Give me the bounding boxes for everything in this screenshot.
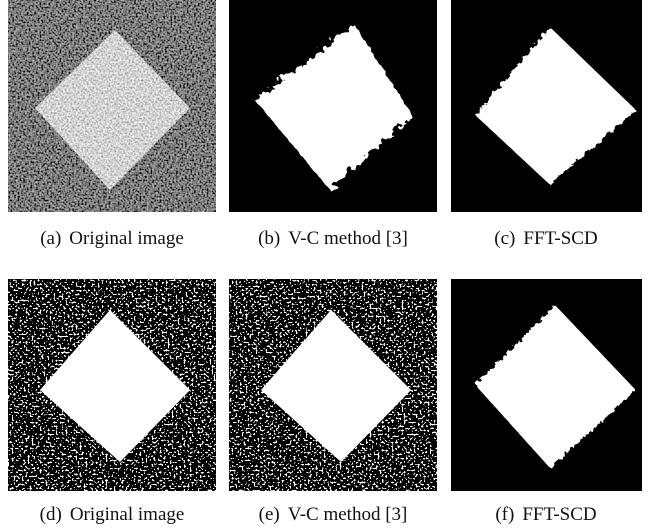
caption-text: Original image xyxy=(69,228,184,249)
caption-label: (c) xyxy=(494,228,515,249)
caption: (f) FFT-SCD xyxy=(436,504,652,526)
image-c xyxy=(451,0,642,212)
image-f xyxy=(451,279,642,491)
caption-label: (f) xyxy=(495,504,514,525)
image-d xyxy=(8,279,216,491)
caption-label: (e) xyxy=(259,504,280,525)
caption-label: (a) xyxy=(40,228,61,249)
image-b xyxy=(229,0,437,212)
caption-text: FFT-SCD xyxy=(522,504,596,525)
caption-label: (d) xyxy=(40,504,62,525)
caption-label: (b) xyxy=(258,228,280,249)
caption: (b) V-C method [3] xyxy=(223,228,443,250)
caption: (d) Original image xyxy=(2,504,222,526)
figure-page: (a) Original image (b) V-C method [3] (c) F… xyxy=(0,0,652,529)
image-e xyxy=(229,279,437,491)
caption-text: FFT-SCD xyxy=(523,228,597,249)
caption: (a) Original image xyxy=(2,228,222,250)
caption-text: V-C method [3] xyxy=(288,228,408,249)
figure-images xyxy=(0,0,652,529)
caption-text: V-C method [3] xyxy=(288,504,408,525)
caption: (c) FFT-SCD xyxy=(436,228,652,250)
caption: (e) V-C method [3] xyxy=(223,504,443,526)
image-a xyxy=(8,0,216,212)
caption-text: Original image xyxy=(70,504,185,525)
